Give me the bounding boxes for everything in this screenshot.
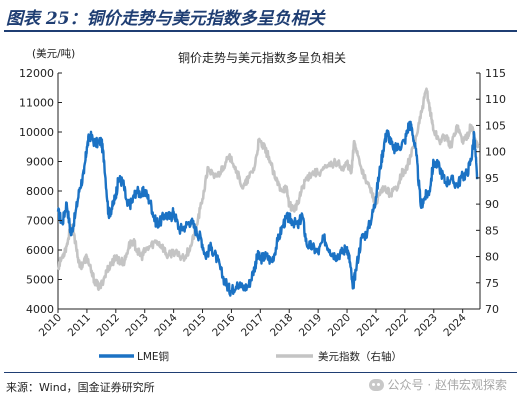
figure-title: 图表 25：铜价走势与美元指数多呈负相关 [6, 9, 325, 29]
y-right-tick-label: 75 [485, 277, 499, 290]
x-tick-label: 2015 [181, 312, 208, 339]
y-axis-left-label: (美元/吨) [32, 47, 75, 60]
y-left-tick-label: 4000 [26, 303, 54, 316]
x-tick-label: 2021 [355, 312, 382, 339]
y-left-tick-label: 8000 [26, 185, 54, 198]
x-tick-label: 2023 [412, 312, 439, 339]
y-right-tick-label: 110 [485, 93, 506, 106]
watermark: 公众号 · 赵伟宏观探索 [368, 376, 507, 393]
x-tick-label: 2022 [384, 312, 411, 339]
y-right-tick-label: 105 [485, 119, 506, 132]
x-tick-label: 2017 [239, 312, 266, 339]
y-left-tick-label: 6000 [26, 244, 54, 257]
chart-svg: 铜价走势与美元指数多呈负相关 (美元/吨) 4000 5000 6000 7000 80… [19, 47, 506, 363]
x-tick-label: 2020 [326, 312, 353, 339]
x-tick-label: 2024 [441, 311, 469, 339]
y-left-tick-label: 11000 [19, 97, 54, 110]
y-right-tick-label: 95 [485, 172, 499, 185]
y-right-tick-label: 80 [485, 251, 499, 264]
plot-area [56, 87, 480, 297]
wechat-icon [368, 378, 384, 391]
legend: LME铜 美元指数（右轴） [99, 350, 402, 363]
axis-ticks: 4000 5000 6000 7000 8000 9000 10000 11000 12000 7… [19, 67, 506, 339]
y-right-tick-label: 115 [485, 67, 506, 80]
watermark-text: 公众号 · 赵伟宏观探索 [387, 378, 507, 392]
y-left-tick-label: 5000 [26, 274, 54, 287]
y-right-tick-label: 90 [485, 198, 499, 211]
x-tick-label: 2016 [210, 311, 238, 339]
x-tick-label: 2011 [66, 312, 93, 339]
series-line-copper [56, 120, 479, 297]
top-rule [4, 30, 517, 32]
chart-title: 铜价走势与美元指数多呈负相关 [178, 50, 346, 65]
series-line-usd-index [56, 87, 480, 291]
y-right-tick-label: 85 [485, 224, 499, 237]
x-tick-label: 2012 [95, 312, 122, 339]
y-right-tick-label: 100 [485, 146, 506, 159]
x-tick-label: 2014 [152, 311, 180, 339]
y-left-tick-label: 9000 [26, 156, 54, 169]
bottom-rule [4, 372, 517, 373]
x-tick-label: 2019 [297, 312, 324, 339]
y-left-tick-label: 7000 [26, 215, 54, 228]
y-right-tick-label: 70 [485, 303, 499, 316]
y-left-tick-label: 10000 [19, 126, 54, 139]
x-tick-label: 2018 [268, 312, 295, 339]
source-note: 来源：Wind，国金证券研究所 [6, 381, 155, 394]
legend-label-copper: LME铜 [137, 351, 169, 363]
x-tick-label: 2013 [123, 312, 150, 339]
y-left-tick-label: 12000 [19, 67, 54, 80]
legend-label-usd: 美元指数（右轴） [318, 350, 402, 363]
